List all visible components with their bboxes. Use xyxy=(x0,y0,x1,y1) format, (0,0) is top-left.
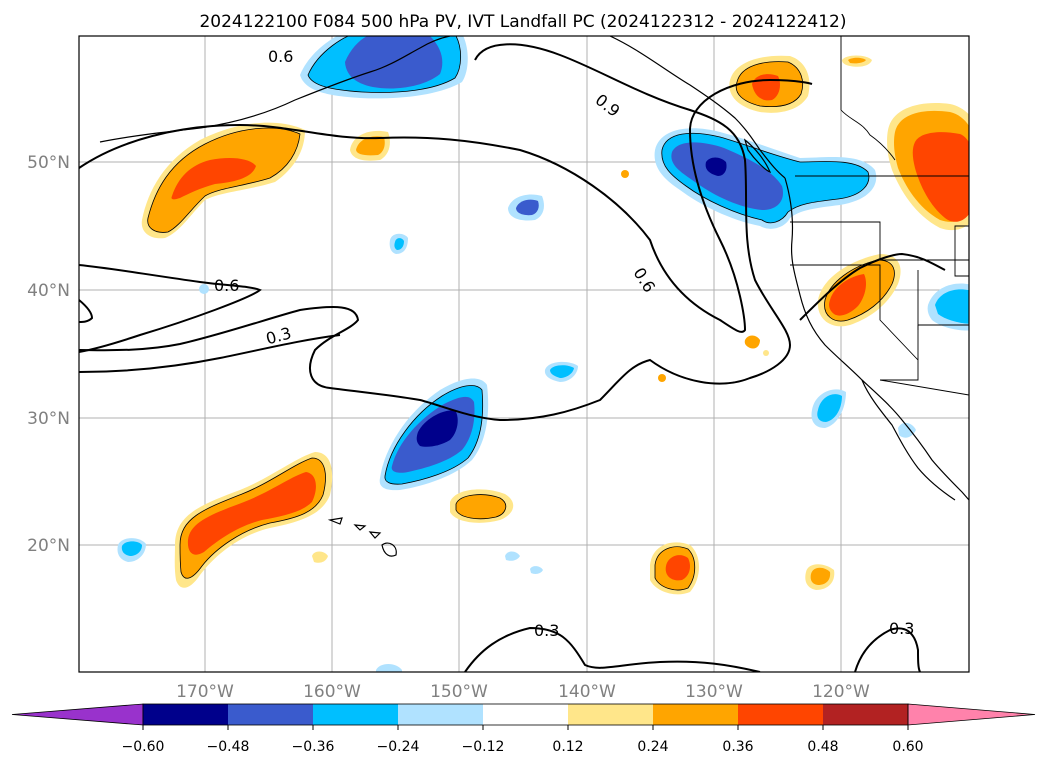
pv-neg-anomaly-small-o xyxy=(530,566,543,574)
pv-fill-outlines xyxy=(147,36,895,591)
pv-neg-anomaly-pacific-northwest-peak xyxy=(705,157,727,176)
colorbar-extend-low xyxy=(11,703,144,726)
coastline-alaska-panhandle xyxy=(609,36,786,179)
pv-neg-anomaly-right-edge-core xyxy=(935,289,969,324)
pv-neg-anomaly-pacific-northwest-core xyxy=(671,142,784,210)
colorbar-frame xyxy=(142,703,909,726)
pv-fill-layer xyxy=(117,36,969,672)
lon-label-140w: 140°W xyxy=(558,682,616,702)
contour-0.6-left-nub xyxy=(79,299,94,323)
pv-neg-anomaly-gulf-alaska-core xyxy=(345,36,443,89)
colorbar-box xyxy=(143,704,228,725)
pv-neg-anomaly-small-n xyxy=(505,551,520,561)
pv-neg-anomaly-small-l-core xyxy=(121,541,142,556)
pv-pos-anomaly-small-k-core xyxy=(456,494,506,519)
pv-neg-anomaly-small-d xyxy=(199,284,209,294)
border-california-nevada xyxy=(790,264,919,361)
pv-pos-anomaly-small-i xyxy=(621,170,629,178)
latitude-labels: 50°N 40°N 30°N 20°N xyxy=(27,153,70,556)
contour-0.9 xyxy=(79,43,792,422)
lat-label-50n: 50°N xyxy=(27,153,70,173)
pv-pos-anomaly-california-core xyxy=(829,274,866,316)
pv-neg-anomaly-small-c-core xyxy=(394,238,404,250)
contour-label-0.3-southeast: 0.3 xyxy=(889,619,914,638)
coastline-hawaii-2 xyxy=(353,524,367,531)
contour-0.6-north xyxy=(79,78,813,333)
border-alberta-bc xyxy=(840,109,896,161)
contour-label-0.6-top: 0.6 xyxy=(268,47,293,66)
coastline-west-coast xyxy=(784,177,969,501)
colorbar-tick-label: −0.48 xyxy=(207,739,250,755)
lat-label-40n: 40°N xyxy=(27,281,70,301)
colorbar-box xyxy=(313,704,398,725)
pv-pos-anomaly-small-f xyxy=(744,335,760,349)
pv-pos-anomaly-small-a-core xyxy=(356,136,385,156)
pc-contours xyxy=(79,43,946,672)
map-frame xyxy=(78,35,970,673)
colorbar-tick-label: 0.24 xyxy=(637,739,668,755)
colorbar-tick-label: 0.12 xyxy=(552,739,583,755)
contour-label-0.3-south: 0.3 xyxy=(534,621,559,640)
pv-neg-anomaly-small-q xyxy=(898,422,916,438)
pv-pos-anomaly-subtropical-core xyxy=(187,472,316,555)
pv-neg-anomaly-small-j-core xyxy=(550,365,574,378)
colorbar-tick-label: −0.60 xyxy=(122,739,165,755)
border-arizona-west xyxy=(880,325,919,381)
colorbar-tick-label: −0.24 xyxy=(377,739,420,755)
pv-pos-anomaly-small-g xyxy=(763,350,769,356)
lon-label-120w: 120°W xyxy=(812,682,870,702)
pv-pos-anomaly-small-p-core xyxy=(810,567,831,585)
colorbar-tick-label: 0.36 xyxy=(722,739,753,755)
plot-title: 2024122100 F084 500 hPa PV, IVT Landfall… xyxy=(199,12,846,32)
pv-pos-anomaly-small-e-core xyxy=(848,57,866,64)
colorbar-tick-label: 0.60 xyxy=(892,739,923,755)
pv-pos-anomaly-small-h xyxy=(658,374,666,382)
lon-label-170w: 170°W xyxy=(176,682,234,702)
colorbar-box xyxy=(483,704,568,725)
contour-0.6-south xyxy=(79,264,341,373)
pv-neg-anomaly-baja-core xyxy=(817,394,842,422)
contour-label-0.6-west: 0.6 xyxy=(214,276,239,295)
pv-neg-anomaly-small-r xyxy=(376,664,402,672)
colorbar-segments xyxy=(11,703,1036,726)
colorbar-tick-label: −0.12 xyxy=(462,739,505,755)
colorbar-box xyxy=(653,704,738,725)
pv-neg-anomaly-central-peak xyxy=(416,410,458,447)
longitude-labels: 170°W 160°W 150°W 140°W 130°W 120°W xyxy=(176,682,870,702)
colorbar-box xyxy=(228,704,313,725)
colorbar-ticks: −0.60 −0.48 −0.36 −0.24 −0.12 0.12 0.24 0.36 0.4… xyxy=(122,725,924,755)
colorbar-box xyxy=(823,704,908,725)
pv-pos-anomaly-small-m xyxy=(312,551,328,563)
colorbar-box xyxy=(568,704,653,725)
lon-label-150w: 150°W xyxy=(430,682,488,702)
pv-neg-anomaly-small-b-core xyxy=(516,199,539,216)
border-us-mexico xyxy=(879,379,969,396)
lon-label-160w: 160°W xyxy=(303,682,361,702)
border-idaho xyxy=(954,225,969,277)
coastline-hawaii-1 xyxy=(327,517,343,525)
coastline-baja xyxy=(861,379,956,501)
colorbar-tick-label: 0.48 xyxy=(807,739,838,755)
contour-0.6-east xyxy=(799,252,946,321)
coastline-hawaii-3 xyxy=(368,531,382,539)
colorbar: −0.60 −0.48 −0.36 −0.24 −0.12 0.12 0.24 0.36 0.4… xyxy=(11,703,1036,755)
lon-label-130w: 130°W xyxy=(685,682,743,702)
lat-label-30n: 30°N xyxy=(27,409,70,429)
map-panel: 0.6 0.9 0.6 0.6 0.3 0.3 0.3 xyxy=(78,35,970,673)
lat-label-20n: 20°N xyxy=(27,536,70,556)
pv-pos-anomaly-south-central-core xyxy=(665,555,690,581)
colorbar-box xyxy=(398,704,483,725)
pv-pos-anomaly-north-pacific-core xyxy=(171,158,256,200)
colorbar-tick-label: −0.36 xyxy=(292,739,335,755)
coastline-hawaii-4 xyxy=(381,542,397,557)
pv-pos-anomaly-rockies-core xyxy=(912,132,969,222)
contour-0.3-south xyxy=(464,626,761,672)
coastline-vancouver-island xyxy=(743,138,772,174)
colorbar-extend-high xyxy=(907,703,1036,726)
contour-0.3-southeast xyxy=(854,627,921,672)
colorbar-box xyxy=(738,704,823,725)
